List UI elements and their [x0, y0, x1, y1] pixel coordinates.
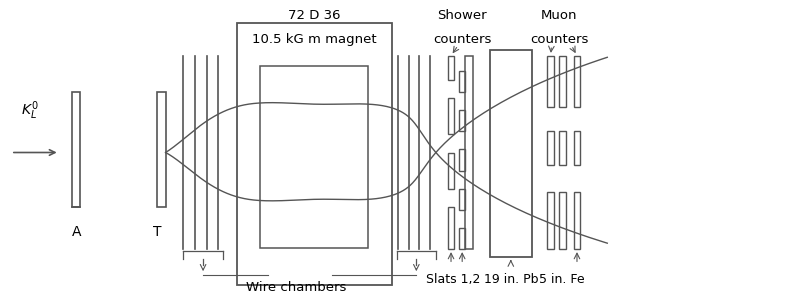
Bar	[574, 131, 580, 165]
Bar	[574, 192, 580, 249]
Bar	[466, 56, 474, 249]
Bar	[448, 98, 454, 135]
Bar	[459, 110, 466, 131]
Text: Slats 1,2: Slats 1,2	[426, 273, 481, 286]
Bar	[261, 66, 368, 248]
Text: Wire chambers: Wire chambers	[246, 281, 346, 294]
Bar	[574, 56, 580, 107]
Bar	[448, 207, 454, 249]
Bar	[559, 56, 566, 107]
Bar	[237, 23, 392, 285]
Text: A: A	[71, 225, 81, 239]
Bar	[547, 56, 554, 107]
Bar	[459, 228, 466, 249]
Text: $K_L^0$: $K_L^0$	[22, 100, 39, 122]
Bar	[71, 92, 80, 207]
Bar	[547, 192, 554, 249]
Bar	[559, 192, 566, 249]
Text: counters: counters	[530, 33, 589, 46]
Bar	[448, 56, 454, 80]
Text: Shower: Shower	[438, 9, 487, 22]
Bar	[559, 131, 566, 165]
Text: counters: counters	[433, 33, 491, 46]
Text: Muon: Muon	[541, 9, 578, 22]
Text: T: T	[153, 225, 161, 239]
Bar	[448, 152, 454, 189]
Bar	[459, 189, 466, 210]
Text: 19 in. Pb: 19 in. Pb	[483, 273, 538, 286]
Bar	[490, 50, 531, 257]
Bar	[459, 71, 466, 92]
Bar	[157, 92, 166, 207]
Text: 10.5 kG m magnet: 10.5 kG m magnet	[251, 33, 376, 46]
Bar	[547, 131, 554, 165]
Text: 5 in. Fe: 5 in. Fe	[539, 273, 585, 286]
Text: 72 D 36: 72 D 36	[288, 9, 340, 22]
Bar	[459, 149, 466, 170]
